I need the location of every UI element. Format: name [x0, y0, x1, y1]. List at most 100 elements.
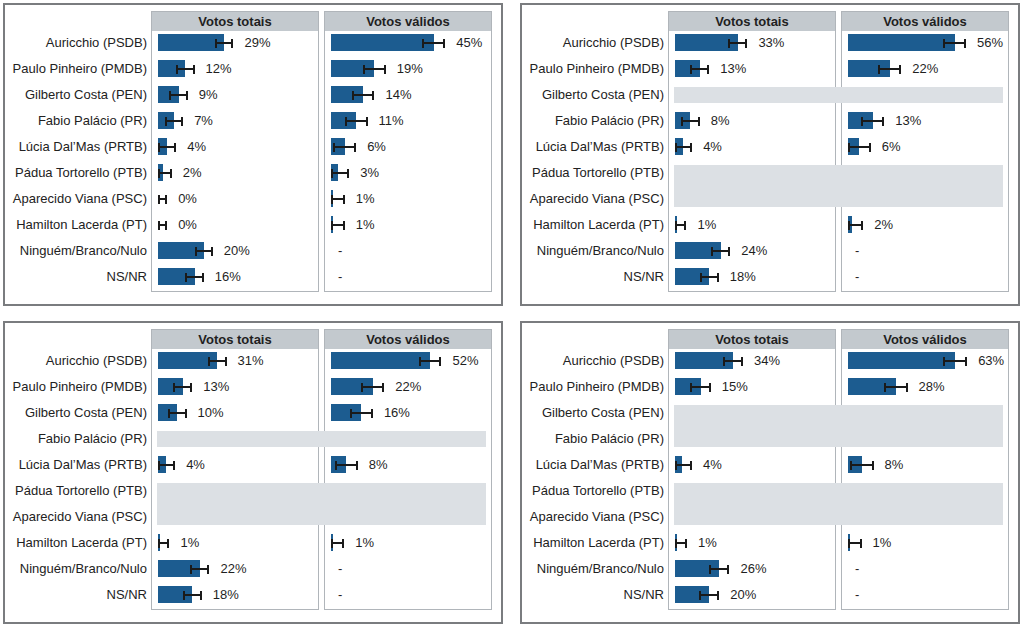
category-label: Gilberto Costa (PEN) — [5, 82, 150, 108]
category-label: Hamilton Lacerda (PT) — [5, 530, 150, 556]
error-bar-line — [848, 146, 871, 148]
error-bar-cap — [331, 195, 333, 204]
no-value-dash: - — [855, 556, 875, 582]
column-header: Votos válidos — [325, 330, 491, 349]
value-label: 7% — [194, 108, 246, 134]
error-bar-line — [352, 94, 375, 96]
error-bar-cap — [707, 65, 709, 74]
column-header: Votos totais — [669, 330, 835, 349]
value-label: 33% — [758, 30, 810, 56]
value-label: 1% — [873, 530, 925, 556]
error-bar-cap — [943, 39, 945, 48]
category-label: Gilberto Costa (PEN) — [522, 82, 667, 108]
error-bar-cap — [675, 539, 677, 548]
error-bar-line — [850, 464, 874, 466]
no-value-dash: - — [338, 582, 358, 608]
column-header: Votos totais — [152, 12, 318, 31]
column-header: Votos totais — [669, 12, 835, 31]
error-bar-cap — [347, 169, 349, 178]
category-label: Hamilton Lacerda (PT) — [522, 212, 667, 238]
category-label: Pádua Tortorello (PTB) — [522, 478, 667, 504]
error-bar-cap — [717, 273, 719, 282]
error-bar-line — [878, 68, 901, 70]
chart-panel-top-left: Votos totaisVotos válidosAuricchio (PSDB… — [3, 3, 503, 306]
error-bar-cap — [728, 247, 730, 256]
error-bar-cap — [709, 383, 711, 392]
error-bar-cap — [356, 461, 358, 470]
value-label: 13% — [720, 56, 772, 82]
error-bar-cap — [964, 39, 966, 48]
error-bar-cap — [384, 65, 386, 74]
error-bar-cap — [684, 221, 686, 230]
category-label: Fabio Palácio (PR) — [5, 426, 150, 452]
error-bar-cap — [158, 169, 160, 178]
no-value-dash: - — [338, 556, 358, 582]
error-bar-line — [884, 386, 908, 388]
error-bar-cap — [333, 143, 335, 152]
error-bar-cap — [173, 461, 175, 470]
error-bar-cap — [728, 39, 730, 48]
error-bar-cap — [185, 273, 187, 282]
error-bar-cap — [173, 383, 175, 392]
value-label: 22% — [395, 374, 447, 400]
error-bar-cap — [717, 591, 719, 600]
error-bar-cap — [343, 221, 345, 230]
value-label: 31% — [238, 348, 290, 374]
error-bar-cap — [231, 39, 233, 48]
error-bar-line — [690, 386, 710, 388]
category-label: Lúcia Dal’Mas (PRTB) — [522, 452, 667, 478]
error-bar-cap — [690, 461, 692, 470]
category-label: Aparecido Viana (PSC) — [522, 504, 667, 530]
no-value-dash: - — [338, 238, 358, 264]
value-label: 20% — [730, 582, 782, 608]
no-value-dash: - — [855, 238, 875, 264]
error-bar-cap — [690, 65, 692, 74]
error-bar-cap — [723, 357, 725, 366]
error-bar-cap — [158, 221, 160, 230]
category-label: NS/NR — [522, 582, 667, 608]
column-header: Votos válidos — [842, 12, 1008, 31]
error-bar-cap — [906, 383, 908, 392]
value-label: 1% — [356, 212, 408, 238]
value-label: 26% — [740, 556, 792, 582]
category-label: Hamilton Lacerda (PT) — [5, 212, 150, 238]
excluded-band — [674, 405, 1003, 447]
error-bar-cap — [211, 247, 213, 256]
value-label: 34% — [754, 348, 806, 374]
value-label: 52% — [452, 348, 504, 374]
value-label: 22% — [220, 556, 272, 582]
column-header: Votos válidos — [325, 12, 491, 31]
error-bar-line — [345, 120, 368, 122]
value-label: 0% — [178, 212, 230, 238]
error-bar-cap — [342, 539, 344, 548]
error-bar-line — [709, 568, 729, 570]
value-label: 20% — [224, 238, 276, 264]
error-bar-cap — [195, 247, 197, 256]
error-bar-cap — [741, 357, 743, 366]
bar — [848, 352, 955, 369]
error-bar-cap — [709, 565, 711, 574]
error-bar-cap — [690, 383, 692, 392]
error-bar-cap — [331, 221, 333, 230]
error-bar-cap — [878, 65, 880, 74]
error-bar-cap — [872, 461, 874, 470]
value-label: 6% — [367, 134, 419, 160]
error-bar-cap — [848, 539, 850, 548]
error-bar-cap — [158, 195, 160, 204]
category-label: NS/NR — [522, 264, 667, 290]
value-label: 16% — [215, 264, 267, 290]
value-label: 1% — [355, 530, 407, 556]
category-label: Pádua Tortorello (PTB) — [5, 160, 150, 186]
error-bar-line — [699, 594, 719, 596]
error-bar-cap — [965, 357, 967, 366]
error-bar-cap — [345, 117, 347, 126]
category-label: Lúcia Dal’Mas (PRTB) — [5, 452, 150, 478]
error-bar-cap — [181, 117, 183, 126]
value-label: 18% — [213, 582, 265, 608]
error-bar-cap — [860, 539, 862, 548]
error-bar-cap — [193, 65, 195, 74]
value-label: 1% — [698, 530, 750, 556]
chart-panel-bottom-right: Votos totaisVotos válidosAuricchio (PSDB… — [520, 321, 1020, 624]
value-label: 63% — [978, 348, 1024, 374]
bar — [331, 352, 430, 369]
